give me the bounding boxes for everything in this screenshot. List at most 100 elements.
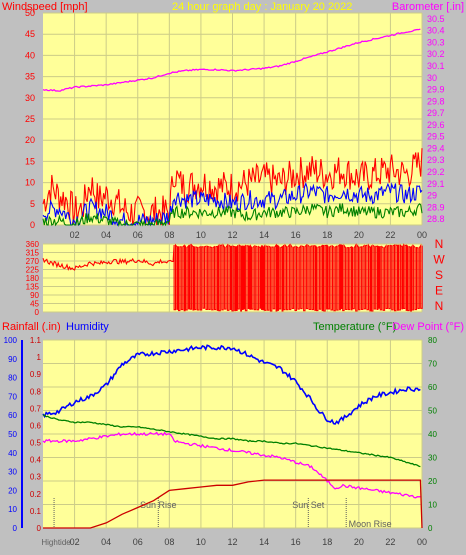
barometer-y-tick: 29 [427,191,437,201]
barometer-y-tick: 29.6 [427,120,445,130]
temp-x-tick: 20 [354,537,364,547]
direction-y-tick: 180 [26,274,40,283]
temperature-y-tick: 40 [428,430,437,439]
moonrise-label: Moon Rise [349,519,392,529]
humidity-y-tick: 90 [8,355,17,364]
barometer-y-tick: 28.9 [427,202,445,212]
direction-y-tick: 45 [30,300,39,309]
temperature-y-tick: 80 [428,336,437,345]
temperature-line [42,414,421,468]
rain-y-tick: 1.1 [30,336,42,345]
temperature-y-tick: 70 [428,360,437,369]
barometer-y-tick: 30 [427,73,437,83]
dewpoint-line [42,431,421,499]
wind-y-tick: 0 [30,220,35,230]
wind-y-tick: 20 [25,135,35,145]
barometer-y-tick: 29.2 [427,167,445,177]
temperature-axis-label: Temperature (°F) [313,321,396,333]
barometer-y-tick: 30.1 [427,61,445,71]
wind-x-tick: 10 [196,230,206,240]
temp-x-tick: 08 [164,537,174,547]
wind-x-tick: 00 [417,230,427,240]
direction-y-tick: 90 [30,291,39,300]
barometer-y-tick: 29.4 [427,143,445,153]
humidity-y-tick: 80 [8,374,17,383]
temperature-y-tick: 0 [428,524,433,533]
temp-x-tick: 16 [291,537,301,547]
rain-y-tick: 0.7 [30,404,42,413]
wind-y-tick: 10 [25,178,35,188]
temp-x-tick: 14 [259,537,269,547]
humidity-y-tick: 100 [4,336,18,345]
humidity-line [42,344,421,425]
wind-x-tick: 14 [259,230,269,240]
compass-label: E [435,284,443,298]
temp-x-tick: 12 [227,537,237,547]
rainfall-line [43,479,423,529]
humidity-y-tick: 20 [8,486,17,495]
rain-y-tick: 0.3 [30,473,42,482]
humidity-y-tick: 30 [8,468,17,477]
barometer-y-tick: 29.3 [427,155,445,165]
compass-label: N [435,299,444,313]
barometer-y-tick: 30.2 [427,49,445,59]
humidity-y-tick: 50 [8,430,17,439]
wind-y-tick: 30 [25,93,35,103]
wind-y-tick: 5 [30,199,35,209]
direction-y-tick: 360 [26,240,40,249]
barometer-y-tick: 29.8 [427,96,445,106]
direction-y-tick: 315 [26,249,40,258]
temp-x-tick: 06 [133,537,143,547]
sunset-label: Sun Set [292,500,325,510]
temperature-y-tick: 20 [428,477,437,486]
temp-x-tick: 22 [385,537,395,547]
barometer-y-tick: 29.1 [427,179,445,189]
barometer-y-tick: 30.4 [427,26,445,36]
direction-y-tick: 270 [26,257,40,266]
wind-x-tick: 12 [227,230,237,240]
wind-x-tick: 04 [101,230,111,240]
rain-y-tick: 1 [37,353,42,362]
wind-x-tick: 08 [164,230,174,240]
wind-y-tick: 35 [25,72,35,82]
rain-y-tick: 0.1 [30,507,42,516]
barometer-y-tick: 29.5 [427,132,445,142]
direction-y-tick: 0 [35,308,40,317]
rain-y-tick: 0.2 [30,490,42,499]
wind-direction-line [42,243,423,312]
compass-label: S [435,268,443,282]
wind-y-tick: 45 [25,29,35,39]
humidity-y-tick: 60 [8,411,17,420]
rain-y-tick: 0.4 [30,456,42,465]
barometer-y-tick: 30.5 [427,14,445,24]
rain-y-tick: 0.6 [30,421,42,430]
hightide-label: Hightide [41,538,71,547]
temperature-y-tick: 10 [428,501,437,510]
barometer-y-tick: 29.9 [427,85,445,95]
compass-label: W [433,253,445,267]
direction-y-tick: 135 [26,283,40,292]
wind-y-tick: 15 [25,156,35,166]
humidity-y-tick: 40 [8,449,17,458]
wind-y-tick: 40 [25,50,35,60]
barometer-y-tick: 29.7 [427,108,445,118]
wind-avg-line [42,181,423,227]
barometer-axis-label: Barometer [.in] [392,1,464,13]
humidity-y-tick: 10 [8,505,17,514]
wind-x-tick: 22 [385,230,395,240]
barometer-y-tick: 30.3 [427,37,445,47]
rain-y-tick: 0.9 [30,370,42,379]
temperature-y-tick: 30 [428,454,437,463]
sunrise-label: Sun Rise [140,500,177,510]
direction-y-tick: 225 [26,266,40,275]
barometer-y-tick: 28.8 [427,214,445,224]
temp-x-tick: 04 [101,537,111,547]
chart-title: 24 hour graph day : January 20 2022 [172,1,352,13]
wind-axis-label: Windspeed [mph] [2,1,88,13]
compass-label: N [435,237,444,251]
temp-x-tick: 10 [196,537,206,547]
wind-x-tick: 16 [291,230,301,240]
wind-y-tick: 25 [25,114,35,124]
